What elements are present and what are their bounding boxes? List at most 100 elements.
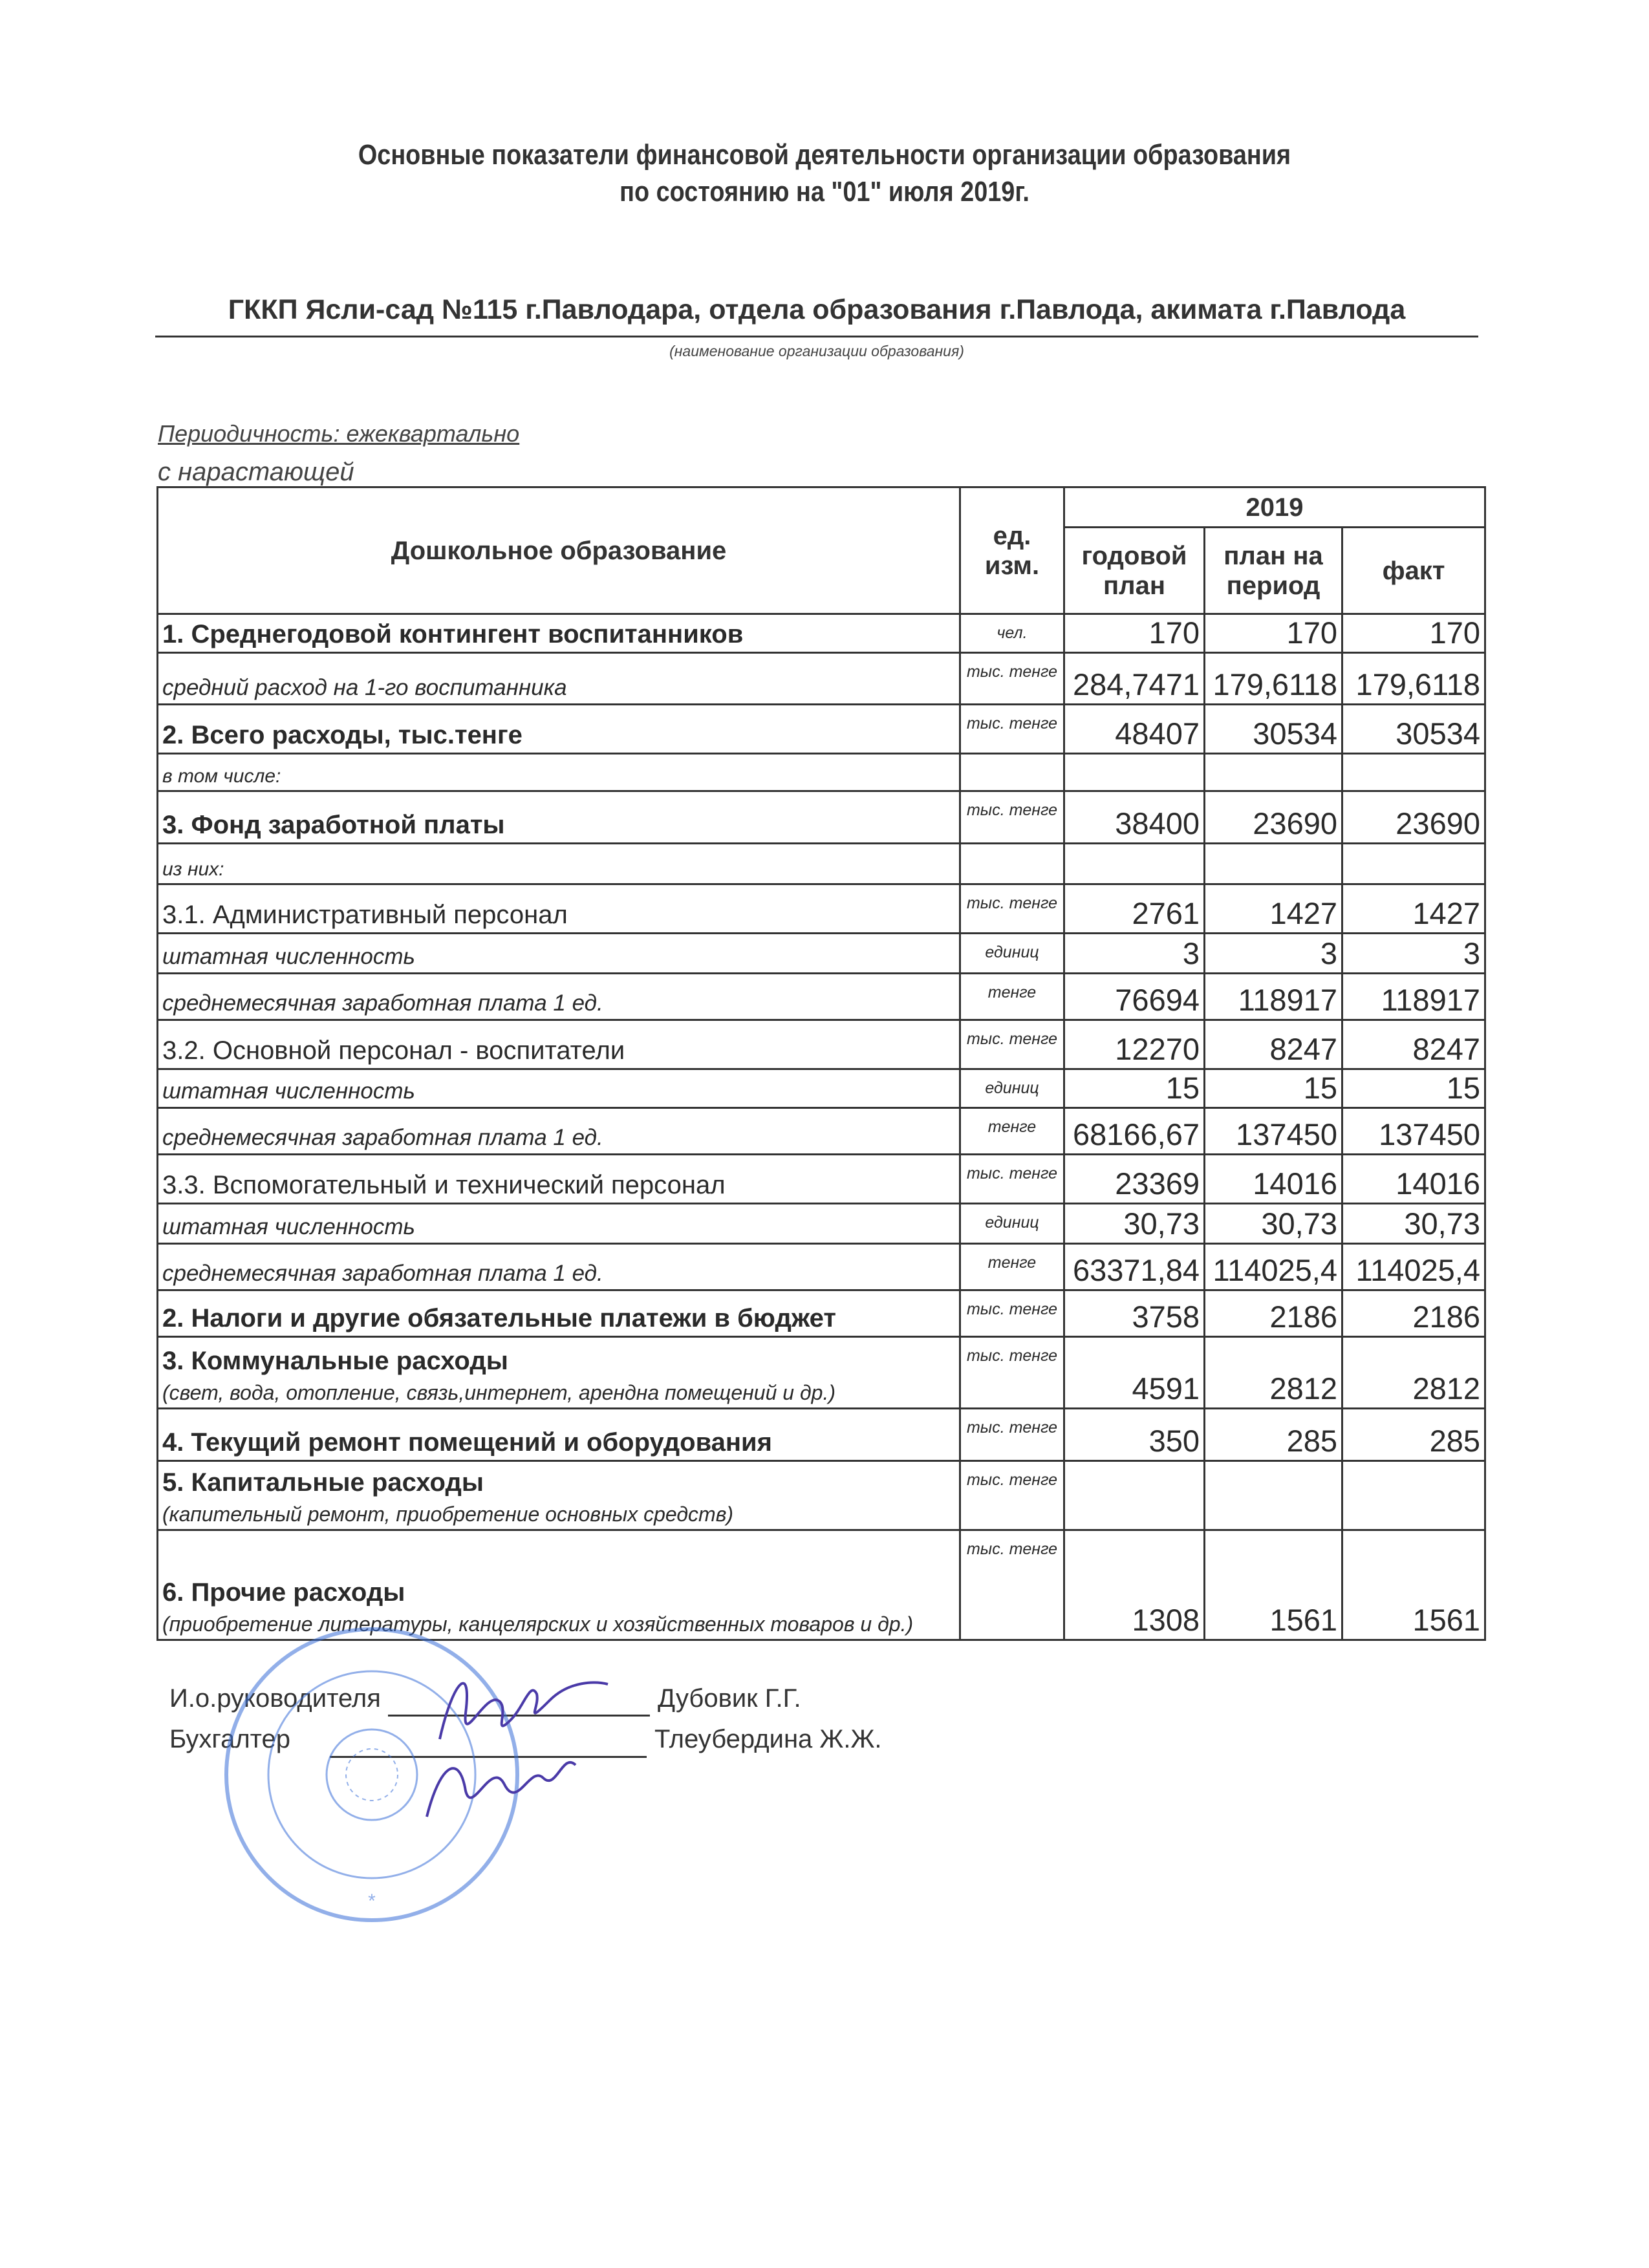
table-row: 3. Фонд заработной платы тыс. тенге 38400 2… bbox=[156, 790, 1486, 844]
row-label: 4. Текущий ремонт помещений и оборудован… bbox=[156, 1407, 961, 1462]
value-annual-plan: 4591 bbox=[1063, 1336, 1205, 1409]
row-label: среднемесячная заработная плата 1 ед. bbox=[156, 1243, 961, 1291]
row-unit: единиц bbox=[959, 932, 1065, 974]
value-fact: 2812 bbox=[1341, 1336, 1486, 1409]
value-fact: 2186 bbox=[1341, 1289, 1486, 1338]
value-period-plan: 114025,4 bbox=[1203, 1243, 1343, 1291]
table-row: 3.2. Основной персонал - воспитатели тыс.… bbox=[156, 1019, 1486, 1070]
row-label-text: 3.1. Административный персонал bbox=[162, 901, 568, 929]
value-annual-plan: 3 bbox=[1063, 932, 1205, 974]
value-fact: 30534 bbox=[1341, 703, 1486, 754]
value-annual-plan bbox=[1063, 842, 1205, 885]
header-unit: ед. изм. bbox=[959, 486, 1065, 615]
row-label-text: штатная численность bbox=[162, 1214, 415, 1239]
row-label-text: из них: bbox=[162, 859, 224, 880]
row-unit: чел. bbox=[959, 613, 1065, 654]
row-label-text: штатная численность bbox=[162, 944, 415, 969]
row-unit: тыс. тенге bbox=[959, 790, 1065, 844]
financial-table: Дошкольное образование ед. изм. 2019 год… bbox=[156, 486, 1486, 1641]
value-annual-plan: 63371,84 bbox=[1063, 1243, 1205, 1291]
row-unit: тыс. тенге bbox=[959, 1019, 1065, 1070]
row-label-text: 2. Налоги и другие обязательные платежи … bbox=[162, 1304, 836, 1332]
document-date: по состоянию на "01" июля 2019г. bbox=[620, 176, 1029, 208]
row-label: 3.3. Вспомогательный и технический персо… bbox=[156, 1153, 961, 1204]
value-annual-plan: 1308 bbox=[1063, 1529, 1205, 1641]
value-period-plan: 285 bbox=[1203, 1407, 1343, 1462]
director-role: И.о.руководителя bbox=[169, 1684, 381, 1713]
row-label: 3.2. Основной персонал - воспитатели bbox=[156, 1019, 961, 1070]
header-title: Дошкольное образование bbox=[156, 486, 961, 615]
value-fact: 14016 bbox=[1341, 1153, 1486, 1204]
row-label: 2. Всего расходы, тыс.тенге bbox=[156, 703, 961, 754]
row-label: 3.1. Административный персонал bbox=[156, 883, 961, 934]
value-annual-plan: 170 bbox=[1063, 613, 1205, 654]
table-row: 3. Коммунальные расходы (свет, вода, отоп… bbox=[156, 1336, 1486, 1409]
value-fact: 118917 bbox=[1341, 972, 1486, 1021]
value-period-plan: 118917 bbox=[1203, 972, 1343, 1021]
value-period-plan: 14016 bbox=[1203, 1153, 1343, 1204]
value-period-plan: 2812 bbox=[1203, 1336, 1343, 1409]
table-row: 4. Текущий ремонт помещений и оборудован… bbox=[156, 1407, 1486, 1462]
value-period-plan bbox=[1203, 842, 1343, 885]
value-fact: 137450 bbox=[1341, 1107, 1486, 1155]
row-unit: тыс. тенге bbox=[959, 1460, 1065, 1531]
row-label-text: 6. Прочие расходы bbox=[162, 1578, 405, 1607]
row-unit: тыс. тенге bbox=[959, 652, 1065, 705]
svg-text:*: * bbox=[368, 1890, 376, 1912]
row-label-text: 3.2. Основной персонал - воспитатели bbox=[162, 1036, 625, 1065]
value-annual-plan: 350 bbox=[1063, 1407, 1205, 1462]
table-row: из них: bbox=[156, 842, 1486, 885]
cumulative-note: с нарастающей bbox=[158, 458, 354, 486]
table-row: 3.3. Вспомогательный и технический персо… bbox=[156, 1153, 1486, 1204]
table-row: 6. Прочие расходы (приобретение литератур… bbox=[156, 1529, 1486, 1641]
row-unit: тенге bbox=[959, 972, 1065, 1021]
row-label: среднемесячная заработная плата 1 ед. bbox=[156, 972, 961, 1021]
value-period-plan: 1561 bbox=[1203, 1529, 1343, 1641]
value-fact: 3 bbox=[1341, 932, 1486, 974]
value-period-plan: 3 bbox=[1203, 932, 1343, 974]
value-fact: 285 bbox=[1341, 1407, 1486, 1462]
row-label-text: среднемесячная заработная плата 1 ед. bbox=[162, 1261, 603, 1286]
row-unit bbox=[959, 753, 1065, 792]
row-unit: тыс. тенге bbox=[959, 1153, 1065, 1204]
table-row: штатная численность единиц 30,73 30,73 30,73 bbox=[156, 1203, 1486, 1245]
value-fact bbox=[1341, 842, 1486, 885]
row-label-text: в том числе: bbox=[162, 765, 281, 787]
row-unit: тыс. тенге bbox=[959, 1289, 1065, 1338]
row-sublabel: (капительный ремонт, приобретение основн… bbox=[162, 1503, 734, 1526]
value-period-plan: 15 bbox=[1203, 1068, 1343, 1109]
table-row: 5. Капитальные расходы (капительный ремон… bbox=[156, 1460, 1486, 1531]
value-fact: 114025,4 bbox=[1341, 1243, 1486, 1291]
row-unit: тыс. тенге bbox=[959, 883, 1065, 934]
row-unit: тыс. тенге bbox=[959, 1407, 1065, 1462]
organization-underline bbox=[155, 336, 1478, 337]
organization-name: ГККП Ясли-сад №115 г.Павлодара, отдела о… bbox=[228, 294, 1406, 325]
value-period-plan: 8247 bbox=[1203, 1019, 1343, 1070]
table-row: 2. Всего расходы, тыс.тенге тыс. тенге 484… bbox=[156, 703, 1486, 754]
table-row: 2. Налоги и другие обязательные платежи … bbox=[156, 1289, 1486, 1338]
document-title: Основные показатели финансовой деятельно… bbox=[358, 139, 1291, 171]
value-annual-plan bbox=[1063, 753, 1205, 792]
header-annual-plan: годовой план bbox=[1063, 526, 1205, 615]
value-fact: 30,73 bbox=[1341, 1203, 1486, 1245]
row-label: средний расход на 1-го воспитанника bbox=[156, 652, 961, 705]
row-label-text: 1. Среднегодовой контингент воспитаннико… bbox=[162, 620, 744, 648]
row-unit bbox=[959, 842, 1065, 885]
value-annual-plan: 48407 bbox=[1063, 703, 1205, 754]
value-annual-plan: 68166,67 bbox=[1063, 1107, 1205, 1155]
accountant-signature-line bbox=[330, 1756, 647, 1758]
row-unit: единиц bbox=[959, 1203, 1065, 1245]
value-period-plan: 137450 bbox=[1203, 1107, 1343, 1155]
row-unit: тыс. тенге bbox=[959, 1529, 1065, 1641]
director-name: Дубовик Г.Г. bbox=[658, 1684, 801, 1713]
value-annual-plan: 30,73 bbox=[1063, 1203, 1205, 1245]
row-unit: единиц bbox=[959, 1068, 1065, 1109]
row-label-text: среднемесячная заработная плата 1 ед. bbox=[162, 990, 603, 1016]
header-period-plan: план на период bbox=[1203, 526, 1343, 615]
value-annual-plan: 76694 bbox=[1063, 972, 1205, 1021]
value-fact: 23690 bbox=[1341, 790, 1486, 844]
value-annual-plan: 23369 bbox=[1063, 1153, 1205, 1204]
table-row: средний расход на 1-го воспитанника тыс. … bbox=[156, 652, 1486, 705]
table-row: 3.1. Административный персонал тыс. тенге… bbox=[156, 883, 1486, 934]
table-row: 1. Среднегодовой контингент воспитаннико… bbox=[156, 613, 1486, 654]
